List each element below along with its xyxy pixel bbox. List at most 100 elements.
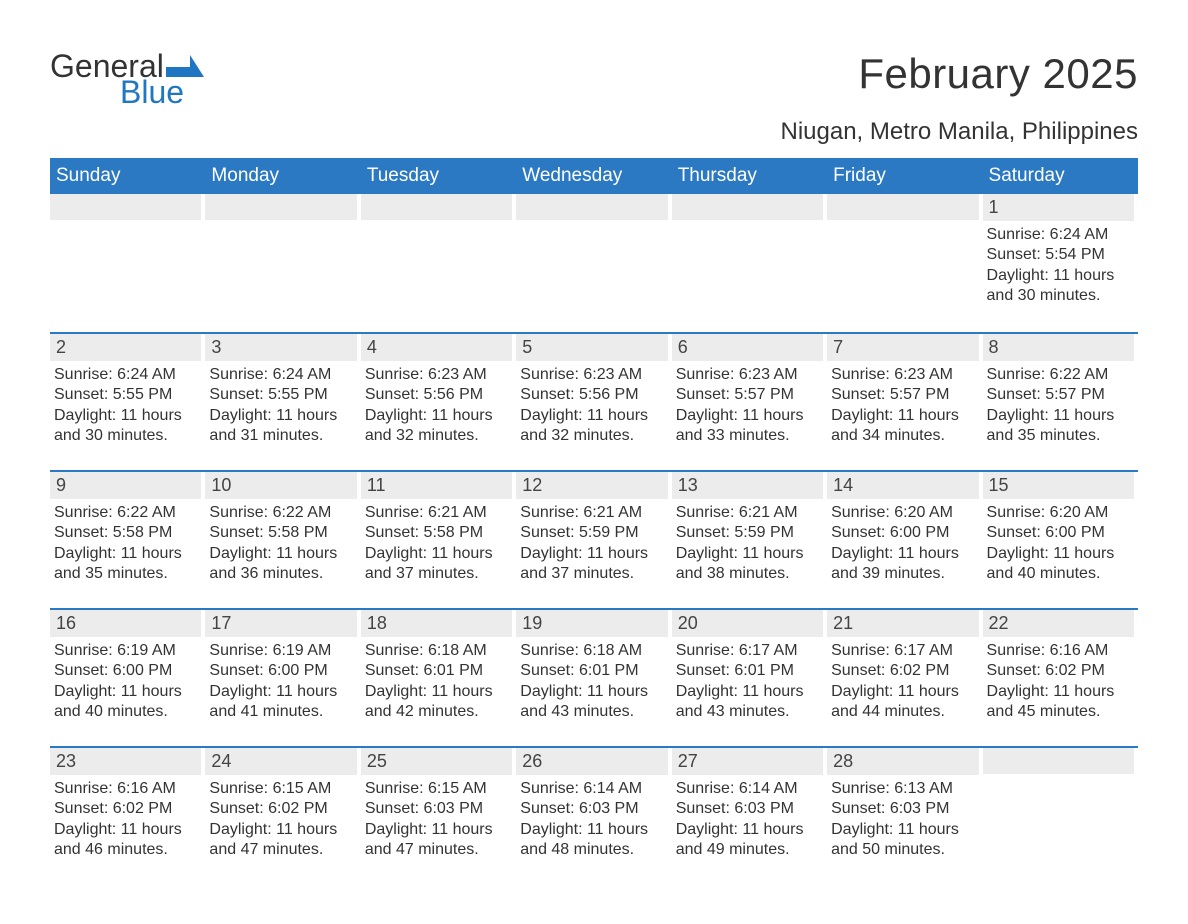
- day-number: 14: [827, 472, 978, 499]
- calendar-week: 16Sunrise: 6:19 AMSunset: 6:00 PMDayligh…: [50, 608, 1138, 746]
- daylight: Daylight: 11 hours and 48 minutes.: [520, 820, 667, 861]
- day-number: 16: [50, 610, 201, 637]
- location: Niugan, Metro Manila, Philippines: [50, 118, 1138, 146]
- sunset: Sunset: 6:01 PM: [365, 661, 512, 681]
- daylight: Daylight: 11 hours and 36 minutes.: [209, 544, 356, 585]
- calendar-day: 5Sunrise: 6:23 AMSunset: 5:56 PMDaylight…: [516, 334, 671, 454]
- sunrise: Sunrise: 6:22 AM: [987, 365, 1134, 385]
- day-number: [983, 748, 1134, 774]
- daylight: Daylight: 11 hours and 43 minutes.: [520, 682, 667, 723]
- daylight: Daylight: 11 hours and 30 minutes.: [987, 266, 1134, 307]
- sunset: Sunset: 6:03 PM: [676, 799, 823, 819]
- sunset: Sunset: 5:59 PM: [676, 523, 823, 543]
- day-number: [50, 194, 201, 220]
- daylight: Daylight: 11 hours and 35 minutes.: [987, 406, 1134, 447]
- sunrise: Sunrise: 6:18 AM: [520, 641, 667, 661]
- day-details: Sunrise: 6:23 AMSunset: 5:57 PMDaylight:…: [827, 361, 978, 447]
- daylight: Daylight: 11 hours and 44 minutes.: [831, 682, 978, 723]
- daylight: Daylight: 11 hours and 35 minutes.: [54, 544, 201, 585]
- day-details: Sunrise: 6:24 AMSunset: 5:55 PMDaylight:…: [205, 361, 356, 447]
- day-number: 4: [361, 334, 512, 361]
- sunset: Sunset: 5:55 PM: [209, 385, 356, 405]
- day-number: 1: [983, 194, 1134, 221]
- day-details: Sunrise: 6:14 AMSunset: 6:03 PMDaylight:…: [672, 775, 823, 861]
- calendar-day: 7Sunrise: 6:23 AMSunset: 5:57 PMDaylight…: [827, 334, 982, 454]
- sunrise: Sunrise: 6:13 AM: [831, 779, 978, 799]
- day-number: 13: [672, 472, 823, 499]
- day-number: 23: [50, 748, 201, 775]
- calendar-day: [516, 194, 671, 316]
- sunrise: Sunrise: 6:14 AM: [520, 779, 667, 799]
- calendar-day: 26 Sunrise: 6:14 AMSunset: 6:03 PMDayligh…: [516, 748, 671, 868]
- sunset: Sunset: 6:03 PM: [520, 799, 667, 819]
- day-details: Sunrise: 6:17 AMSunset: 6:02 PMDaylight:…: [827, 637, 978, 723]
- daylight: Daylight: 11 hours and 30 minutes.: [54, 406, 201, 447]
- sunset: Sunset: 6:02 PM: [209, 799, 356, 819]
- sunrise: Sunrise: 6:23 AM: [676, 365, 823, 385]
- sunrise: Sunrise: 6:22 AM: [54, 503, 201, 523]
- calendar-day: 9Sunrise: 6:22 AMSunset: 5:58 PMDaylight…: [50, 472, 205, 592]
- calendar-day: 18Sunrise: 6:18 AMSunset: 6:01 PMDayligh…: [361, 610, 516, 730]
- sunset: Sunset: 6:00 PM: [831, 523, 978, 543]
- calendar-day: 2Sunrise: 6:24 AMSunset: 5:55 PMDaylight…: [50, 334, 205, 454]
- daylight: Daylight: 11 hours and 49 minutes.: [676, 820, 823, 861]
- calendar-day: [205, 194, 360, 316]
- calendar-day: [50, 194, 205, 316]
- sunset: Sunset: 5:58 PM: [209, 523, 356, 543]
- sunrise: Sunrise: 6:23 AM: [365, 365, 512, 385]
- sunset: Sunset: 6:00 PM: [209, 661, 356, 681]
- dow-monday: Monday: [205, 158, 360, 194]
- day-details: Sunrise: 6:20 AMSunset: 6:00 PMDaylight:…: [983, 499, 1134, 585]
- calendar-day: 22Sunrise: 6:16 AMSunset: 6:02 PMDayligh…: [983, 610, 1138, 730]
- daylight: Daylight: 11 hours and 40 minutes.: [987, 544, 1134, 585]
- day-details: Sunrise: 6:24 AMSunset: 5:54 PMDaylight:…: [983, 221, 1134, 307]
- sunset: Sunset: 5:59 PM: [520, 523, 667, 543]
- daylight: Daylight: 11 hours and 34 minutes.: [831, 406, 978, 447]
- calendar-day: 27Sunrise: 6:14 AMSunset: 6:03 PMDayligh…: [672, 748, 827, 868]
- calendar-day: 13Sunrise: 6:21 AMSunset: 5:59 PMDayligh…: [672, 472, 827, 592]
- dow-tuesday: Tuesday: [361, 158, 516, 194]
- calendar-day: 17Sunrise: 6:19 AMSunset: 6:00 PMDayligh…: [205, 610, 360, 730]
- daylight: Daylight: 11 hours and 39 minutes.: [831, 544, 978, 585]
- calendar-day: 11Sunrise: 6:21 AMSunset: 5:58 PMDayligh…: [361, 472, 516, 592]
- sunrise: Sunrise: 6:22 AM: [209, 503, 356, 523]
- daylight: Daylight: 11 hours and 50 minutes.: [831, 820, 978, 861]
- day-number: 19: [516, 610, 667, 637]
- daylight: Daylight: 11 hours and 47 minutes.: [365, 820, 512, 861]
- day-details: Sunrise: 6:19 AMSunset: 6:00 PMDaylight:…: [205, 637, 356, 723]
- daylight: Daylight: 11 hours and 42 minutes.: [365, 682, 512, 723]
- dow-thursday: Thursday: [672, 158, 827, 194]
- day-details: Sunrise: 6:15 AMSunset: 6:03 PMDaylight:…: [361, 775, 512, 861]
- daylight: Daylight: 11 hours and 32 minutes.: [365, 406, 512, 447]
- sunset: Sunset: 5:54 PM: [987, 245, 1134, 265]
- sunset: Sunset: 6:00 PM: [987, 523, 1134, 543]
- day-number: 27: [672, 748, 823, 775]
- daylight: Daylight: 11 hours and 41 minutes.: [209, 682, 356, 723]
- calendar-day: 21Sunrise: 6:17 AMSunset: 6:02 PMDayligh…: [827, 610, 982, 730]
- calendar-day: 28Sunrise: 6:13 AMSunset: 6:03 PMDayligh…: [827, 748, 982, 868]
- calendar-day: 15Sunrise: 6:20 AMSunset: 6:00 PMDayligh…: [983, 472, 1138, 592]
- calendar-day: 12Sunrise: 6:21 AMSunset: 5:59 PMDayligh…: [516, 472, 671, 592]
- dow-friday: Friday: [827, 158, 982, 194]
- calendar-day: 23Sunrise: 6:16 AMSunset: 6:02 PMDayligh…: [50, 748, 205, 868]
- calendar-day: 19Sunrise: 6:18 AMSunset: 6:01 PMDayligh…: [516, 610, 671, 730]
- day-details: Sunrise: 6:22 AMSunset: 5:58 PMDaylight:…: [50, 499, 201, 585]
- day-number: 26: [516, 748, 667, 775]
- day-details: Sunrise: 6:21 AMSunset: 5:58 PMDaylight:…: [361, 499, 512, 585]
- day-details: Sunrise: 6:17 AMSunset: 6:01 PMDaylight:…: [672, 637, 823, 723]
- sunrise: Sunrise: 6:21 AM: [676, 503, 823, 523]
- day-number: 18: [361, 610, 512, 637]
- calendar: Sunday Monday Tuesday Wednesday Thursday…: [50, 158, 1138, 884]
- calendar-day: [827, 194, 982, 316]
- dow-saturday: Saturday: [983, 158, 1138, 194]
- daylight: Daylight: 11 hours and 37 minutes.: [520, 544, 667, 585]
- calendar-day: 10Sunrise: 6:22 AMSunset: 5:58 PMDayligh…: [205, 472, 360, 592]
- calendar-day: [361, 194, 516, 316]
- sunrise: Sunrise: 6:24 AM: [209, 365, 356, 385]
- sunset: Sunset: 5:57 PM: [831, 385, 978, 405]
- sunset: Sunset: 6:02 PM: [831, 661, 978, 681]
- sunrise: Sunrise: 6:14 AM: [676, 779, 823, 799]
- sunset: Sunset: 6:01 PM: [676, 661, 823, 681]
- day-details: Sunrise: 6:22 AMSunset: 5:58 PMDaylight:…: [205, 499, 356, 585]
- sunrise: Sunrise: 6:20 AM: [987, 503, 1134, 523]
